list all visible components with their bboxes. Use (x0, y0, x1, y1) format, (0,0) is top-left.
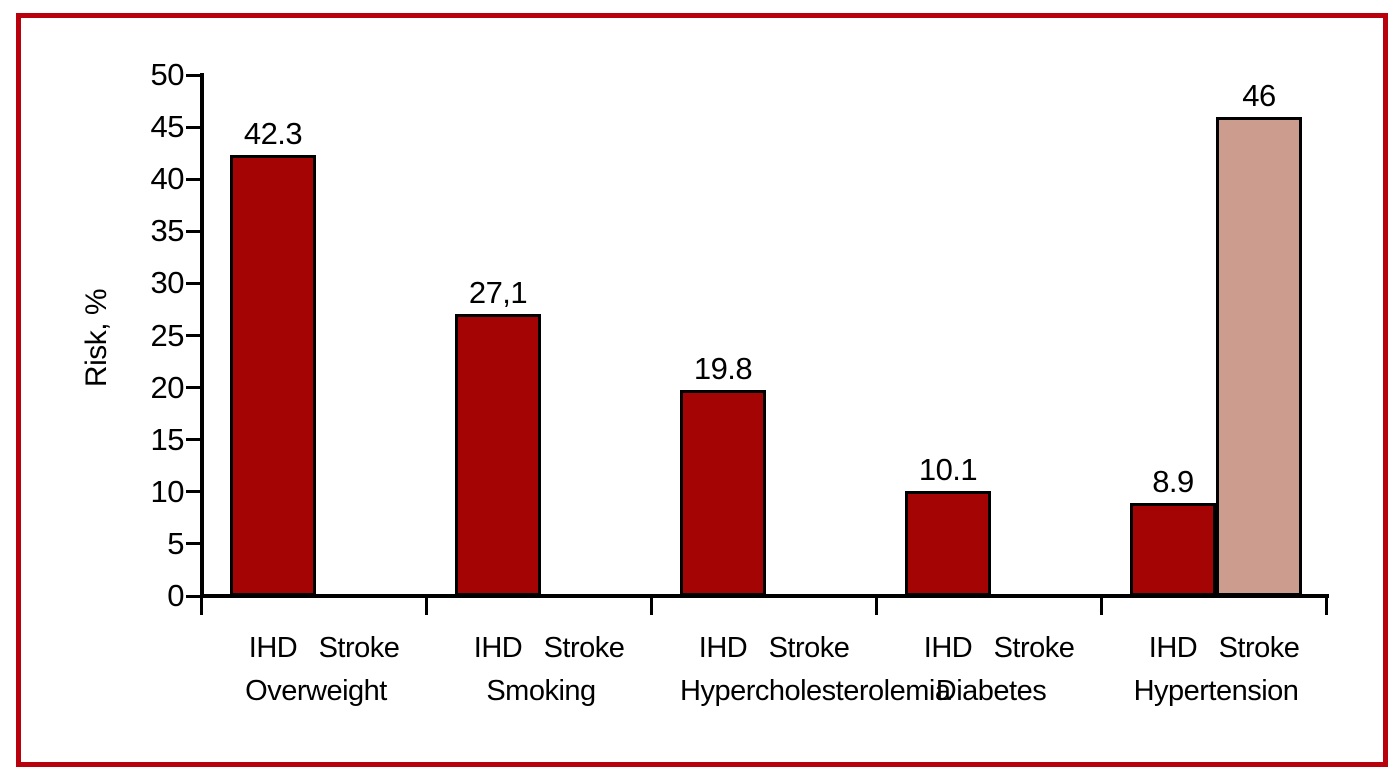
y-tick-mark (186, 594, 201, 598)
category-label: Hypercholesterolemia (680, 675, 951, 707)
x-group-labels-hypertension: IHD Stroke Hypertension (1130, 632, 1302, 707)
series-label-stroke: Stroke (768, 632, 850, 664)
series-label-stroke: Stroke (1218, 632, 1300, 664)
bar-stroke-hypertension (1216, 116, 1302, 596)
x-group-tick (875, 598, 878, 615)
y-tick-mark (186, 542, 201, 546)
x-group-labels-diabetes: IHD Stroke Diabetes (905, 632, 1077, 707)
bar-value-label: 8.9 (1152, 464, 1194, 500)
category-label: Diabetes (935, 675, 1047, 707)
x-group-tick (425, 598, 428, 615)
series-label-row: IHD Stroke (680, 632, 852, 664)
y-tick-mark (186, 438, 201, 442)
series-label-stroke: Stroke (993, 632, 1075, 664)
series-label-ihd: IHD (923, 632, 973, 664)
x-group-labels-hypercholesterolemia: IHD Stroke Hypercholesterolemia (680, 632, 951, 707)
series-label-row: IHD Stroke (455, 632, 627, 664)
series-label-ihd: IHD (698, 632, 748, 664)
bar-value-label: 42.3 (243, 116, 303, 152)
category-label: Hypertension (1133, 675, 1299, 707)
x-group-tick (650, 598, 653, 615)
series-label-ihd: IHD (473, 632, 523, 664)
y-tick-label: 0 (167, 578, 184, 613)
x-group-labels-smoking: IHD Stroke Smoking (455, 632, 627, 707)
y-tick-label: 40 (150, 161, 185, 197)
y-tick-mark (186, 334, 201, 337)
bar-value-label: 27,1 (468, 274, 528, 310)
bar-ihd-hypercholesterolemia (680, 389, 766, 596)
y-tick-label: 5 (167, 525, 184, 561)
y-tick-mark (186, 73, 201, 77)
y-tick-label: 10 (150, 473, 185, 509)
y-tick-mark (186, 386, 201, 390)
series-label-stroke: Stroke (543, 632, 625, 664)
series-label-ihd: IHD (1148, 632, 1198, 664)
y-tick-mark (186, 229, 201, 233)
x-group-tick (200, 598, 203, 615)
y-tick-mark (186, 125, 201, 129)
bar-value-label: 10.1 (918, 451, 978, 487)
y-tick-label: 35 (150, 213, 185, 249)
y-tick-mark (186, 177, 201, 181)
y-tick-label: 15 (150, 421, 185, 457)
x-group-labels-overweight: IHD Stroke Overweight (230, 632, 402, 707)
series-label-row: IHD Stroke (905, 632, 1077, 664)
y-tick-label: 20 (150, 369, 185, 405)
series-label-row: IHD Stroke (230, 632, 402, 664)
x-axis-line (200, 594, 1329, 598)
category-label: Overweight (245, 675, 387, 707)
series-label-stroke: Stroke (318, 632, 400, 664)
bar-ihd-hypertension (1130, 503, 1216, 596)
y-tick-mark (186, 281, 201, 285)
y-tick-mark (186, 490, 201, 494)
y-tick-label: 45 (150, 109, 185, 145)
x-group-tick (1325, 598, 1328, 615)
bar-ihd-smoking (455, 313, 541, 596)
y-tick-label: 25 (150, 317, 185, 353)
series-label-row: IHD Stroke (1130, 632, 1302, 664)
y-axis-title: Risk, % (80, 288, 113, 388)
y-tick-label: 50 (150, 57, 185, 92)
series-label-ihd: IHD (248, 632, 298, 664)
bar-ihd-diabetes (905, 490, 991, 596)
figure-border-frame (16, 13, 1388, 767)
y-axis-line (200, 73, 204, 598)
category-label: Smoking (486, 675, 596, 707)
bar-value-label: 46 (1242, 77, 1276, 113)
x-group-tick (1100, 598, 1103, 615)
bar-ihd-overweight (230, 155, 316, 596)
bar-value-label: 19.8 (693, 350, 753, 386)
y-tick-label: 30 (150, 265, 185, 301)
